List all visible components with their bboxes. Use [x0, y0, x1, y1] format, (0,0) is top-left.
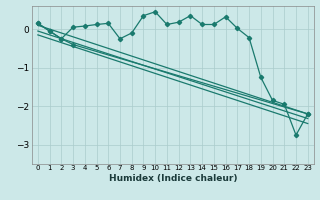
X-axis label: Humidex (Indice chaleur): Humidex (Indice chaleur) [108, 174, 237, 183]
